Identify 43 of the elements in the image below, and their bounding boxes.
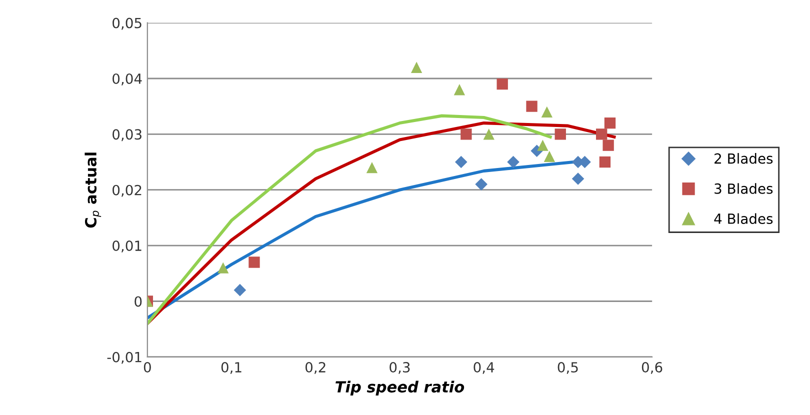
point <box>460 128 472 140</box>
point <box>541 106 553 118</box>
y-tick-label: 0,01 <box>112 240 142 252</box>
point <box>544 150 556 162</box>
x-tick-label: 0,2 <box>306 362 326 374</box>
x-tick-label: 0,5 <box>558 362 578 374</box>
x-tick-label: 0,1 <box>221 362 242 374</box>
point <box>475 178 488 190</box>
y-tick-label: -0,01 <box>107 352 142 364</box>
legend-label: 2 Blades <box>714 153 773 164</box>
legend-label: 4 Blades <box>714 213 773 224</box>
y-tick-label: 0,05 <box>112 18 142 30</box>
y-axis-title: C$_{p}$ actual <box>84 152 102 228</box>
point <box>602 140 614 151</box>
x-axis-title: Tip speed ratio <box>336 380 464 396</box>
point <box>234 284 246 296</box>
point <box>366 162 378 174</box>
point <box>599 156 611 168</box>
point <box>483 128 494 140</box>
point <box>604 117 616 129</box>
x-tick-label: 0,3 <box>390 362 410 374</box>
point <box>507 156 520 168</box>
point <box>454 84 466 96</box>
x-tick-label: 0,4 <box>474 362 494 374</box>
point <box>496 78 508 90</box>
line-series <box>147 122 616 326</box>
y-tick-label: 0,04 <box>112 73 142 86</box>
x-tick-label: 0 <box>144 362 151 373</box>
point <box>410 62 422 73</box>
point <box>596 128 608 140</box>
x-tick-label: 0,6 <box>642 362 662 374</box>
y-tick-label: 0,03 <box>112 129 142 142</box>
point <box>537 140 548 151</box>
point <box>526 100 538 112</box>
point <box>454 156 468 168</box>
point <box>218 262 229 274</box>
y-tick-label: 0,02 <box>112 184 142 197</box>
legend-label: 3 Blades <box>714 183 773 194</box>
point <box>248 256 260 268</box>
y-tick-label: 0 <box>134 296 142 307</box>
point <box>572 172 584 185</box>
point <box>554 128 566 140</box>
line-series <box>147 114 552 326</box>
